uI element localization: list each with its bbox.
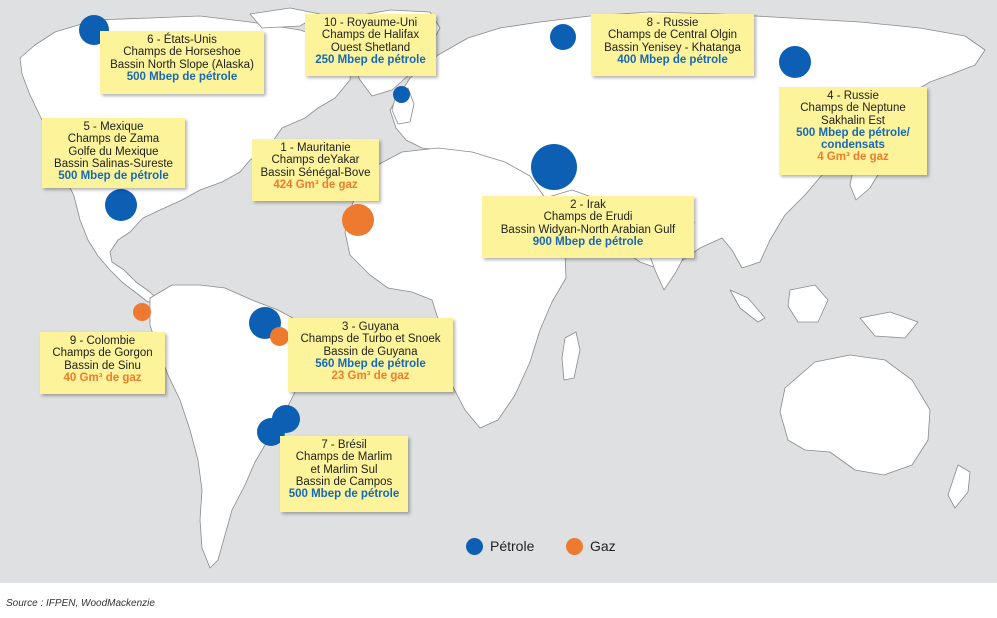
legend-oil-label: Pétrole (490, 538, 535, 554)
borneo-land (787, 284, 829, 323)
legend-oil-swatch (466, 538, 483, 555)
new-zealand-land (947, 464, 971, 509)
label-uk-oil: 250 Mbep de pétrole (315, 53, 426, 66)
label-guyana-line-3: Bassin de Guyana (323, 345, 418, 358)
label-iraq-oil: 900 Mbep de pétrole (532, 235, 644, 248)
label-iraq-line-2: Champs de Erudi (543, 211, 633, 224)
south-america-land (149, 284, 311, 569)
label-russia-4-oil: 500 Mbep de pétrole/ condensats (796, 126, 910, 152)
map-panel: 6 - États-Unis Champs de Horseshoe Bassi… (0, 0, 997, 583)
label-mexico-line-4: Bassin Salinas-Sureste (54, 157, 173, 170)
label-usa: 6 - États-Unis Champs de Horseshoe Bassi… (100, 31, 264, 94)
gas-marker-colombia[interactable] (133, 303, 151, 321)
label-mexico-line-3: Golfe du Mexique (68, 145, 159, 158)
oil-marker-gulf-of-mexico[interactable] (105, 189, 137, 221)
label-brazil: 7 - Brésil Champs de Marlim et Marlim Su… (280, 436, 408, 512)
sumatra-land (729, 289, 766, 323)
label-mexico-line-2: Champs de Zama (67, 133, 160, 146)
oil-marker-shetland[interactable] (393, 86, 410, 103)
legend-gas-swatch (566, 538, 583, 555)
label-colombia-line-3: Bassin de Sinu (64, 359, 141, 372)
label-mexico: 5 - Mexique Champs de Zama Golfe du Mexi… (42, 118, 185, 188)
label-iraq-line-1: 2 - Irak (570, 199, 606, 211)
label-guyana-line-1: 3 - Guyana (342, 321, 399, 333)
label-usa-line-3: Bassin North Slope (Alaska) (110, 58, 254, 71)
label-usa-line-2: Champs de Horseshoe (123, 46, 241, 59)
label-brazil-line-4: Bassin de Campos (295, 475, 393, 488)
label-russia-8-line-2: Champs de Central Olgin (607, 29, 738, 42)
gas-marker-guyana[interactable] (270, 327, 289, 346)
label-brazil-line-3: et Marlim Sul (310, 463, 378, 476)
label-iraq: 2 - Irak Champs de Erudi Bassin Widyan-N… (482, 196, 694, 258)
source-note: Source : IFPEN, WoodMackenzie (6, 598, 155, 609)
label-russia-4-line-1: 4 - Russie (827, 90, 879, 102)
label-russia-8-line-1: 8 - Russie (646, 17, 699, 29)
label-russia-8: 8 - Russie Champs de Central Olgin Bassi… (591, 14, 754, 76)
label-colombia-line-1: 9 - Colombie (69, 335, 136, 347)
label-mexico-oil: 500 Mbep de pétrole (58, 170, 169, 183)
label-guyana-line-2: Champs de Turbo et Snoek (300, 333, 441, 346)
label-brazil-line-1: 7 - Brésil (321, 439, 367, 451)
label-mauritania-line-2: Champs deYakar (271, 154, 360, 167)
legend-gas-label: Gaz (590, 538, 616, 554)
oil-marker-yenisey[interactable] (550, 24, 576, 50)
label-russia-4-line-2: Champs de Neptune (800, 102, 906, 115)
label-russia-4: 4 - Russie Champs de Neptune Sakhalin Es… (779, 87, 927, 175)
label-brazil-oil: 500 Mbep de pétrole (288, 488, 400, 501)
label-mexico-line-1: 5 - Mexique (83, 121, 144, 133)
label-russia-4-gas: 4 Gm³ de gaz (817, 151, 889, 164)
oil-marker-sakhalin[interactable] (779, 46, 811, 78)
label-colombia: 9 - Colombie Champs de Gorgon Bassin de … (40, 332, 165, 394)
new-guinea-land (859, 311, 919, 339)
label-guyana-oil: 560 Mbep de pétrole (315, 357, 426, 370)
australia-land (779, 354, 931, 476)
label-mauritania: 1 - Mauritanie Champs deYakar Bassin Sén… (252, 139, 379, 201)
label-mauritania-gas: 424 Gm³ de gaz (273, 178, 358, 191)
label-uk-line-3: Ouest Shetland (330, 41, 411, 54)
oil-marker-iraq[interactable] (531, 144, 577, 190)
label-guyana-gas: 23 Gm³ de gaz (331, 370, 410, 383)
label-colombia-gas: 40 Gm³ de gaz (63, 371, 142, 384)
madagascar-land (561, 331, 581, 381)
label-uk: 10 - Royaume-Uni Champs de Halifax Ouest… (305, 14, 436, 76)
label-russia-8-line-3: Bassin Yenisey - Khatanga (604, 41, 741, 54)
label-iraq-line-3: Bassin Widyan-North Arabian Gulf (500, 223, 676, 236)
label-mauritania-line-1: 1 - Mauritanie (280, 142, 351, 154)
label-brazil-line-2: Champs de Marlim (295, 451, 393, 464)
label-guyana: 3 - Guyana Champs de Turbo et Snoek Bass… (288, 318, 453, 392)
label-uk-line-1: 10 - Royaume-Uni (323, 17, 418, 29)
label-russia-8-oil: 400 Mbep de pétrole (617, 53, 728, 66)
label-colombia-line-2: Champs de Gorgon (52, 347, 153, 360)
label-usa-oil: 500 Mbep de pétrole (126, 70, 238, 83)
label-mauritania-line-3: Bassin Sénégal-Bove (260, 166, 371, 179)
label-uk-line-2: Champs de Halifax (321, 29, 420, 42)
label-russia-4-line-3: Sakhalin Est (821, 114, 885, 127)
label-usa-line-1: 6 - États-Unis (147, 34, 217, 46)
gas-marker-mauritania[interactable] (342, 204, 374, 236)
